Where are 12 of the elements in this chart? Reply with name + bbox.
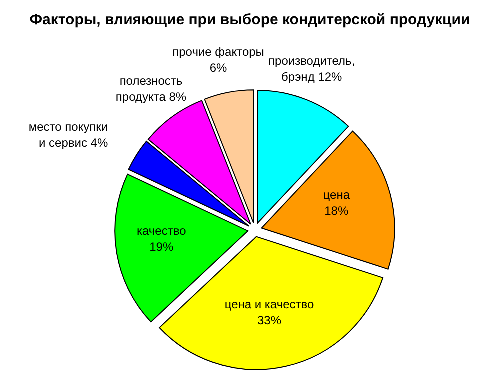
slice-label: цена xyxy=(323,188,350,202)
chart-title: Факторы, влияющие при выборе кондитерской продукции xyxy=(30,12,470,28)
slice-label: цена и качество xyxy=(224,297,315,312)
slice-label: место покупки и сервис 4% xyxy=(28,120,108,150)
slice-label: прочие факторы xyxy=(172,44,264,59)
data-label: 18% xyxy=(324,204,349,218)
slice-label: производитель, брэнд 12% xyxy=(268,54,356,84)
data-label: 33% xyxy=(258,313,282,328)
slice-label: полезность продукта 8% xyxy=(116,74,187,104)
data-label: 6% xyxy=(210,60,228,75)
slice-label: качество xyxy=(137,224,187,238)
data-label: 19% xyxy=(150,240,174,254)
